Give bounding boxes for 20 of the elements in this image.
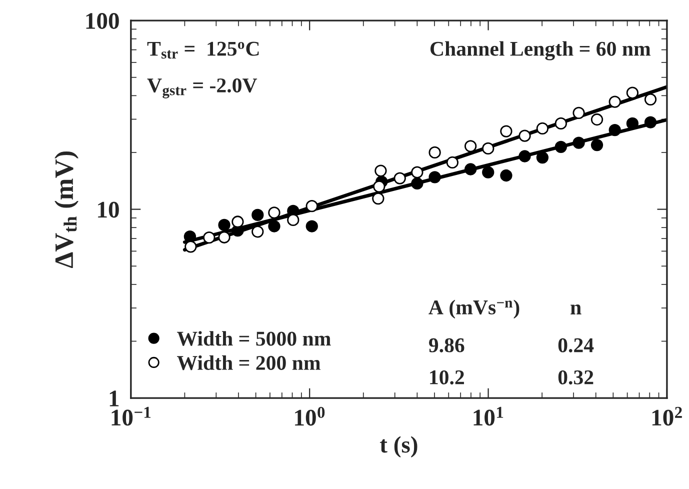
- annotation: Channel Length = 60 nm: [430, 41, 651, 60]
- annotation: n: [570, 304, 582, 314]
- y-axis-title: ΔV$_{th}$ (mV): [54, 152, 78, 268]
- y-tick-label: 100: [86, 13, 119, 29]
- annotation: 9.86: [428, 338, 464, 352]
- annotation: 0.32: [558, 370, 594, 384]
- x-tick-label: 10$^{−1}$: [112, 406, 151, 426]
- x-axis-title: t (s): [380, 436, 418, 458]
- x-tick-label: 10$^{1}$: [474, 406, 504, 426]
- y-tick-label: 1: [110, 390, 119, 406]
- legend-label: Width = 200 nm: [177, 355, 320, 370]
- y-tick-label: 10: [98, 202, 119, 218]
- annotation: T$_{str}$ = 125$^{o}$C: [147, 42, 259, 59]
- legend-label: Width = 5000 nm: [177, 331, 331, 346]
- annotation: V$_{gstr}$ = -2.0V: [147, 78, 258, 98]
- annotation: 10.2: [430, 370, 464, 384]
- x-tick-label: 10$^{2}$: [652, 406, 682, 426]
- annotation: A (mVs$^{−n}$): [428, 300, 520, 319]
- x-tick-label: 10$^{0}$: [295, 406, 325, 426]
- annotation: 0.24: [558, 338, 594, 352]
